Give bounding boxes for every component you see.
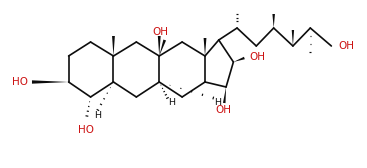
Text: H: H	[214, 98, 221, 107]
Polygon shape	[32, 80, 69, 84]
Polygon shape	[112, 36, 115, 56]
Polygon shape	[223, 87, 226, 103]
Text: H: H	[168, 98, 175, 107]
Text: HO: HO	[78, 125, 94, 135]
Text: OH: OH	[215, 105, 232, 115]
Text: OH: OH	[339, 41, 355, 51]
Text: OH: OH	[152, 27, 168, 37]
Polygon shape	[272, 14, 275, 28]
Polygon shape	[233, 57, 245, 62]
Polygon shape	[158, 36, 161, 56]
Polygon shape	[159, 39, 166, 56]
Text: HO: HO	[12, 77, 28, 87]
Text: H: H	[94, 111, 101, 120]
Polygon shape	[292, 30, 294, 46]
Polygon shape	[204, 38, 206, 56]
Text: OH: OH	[250, 52, 266, 62]
